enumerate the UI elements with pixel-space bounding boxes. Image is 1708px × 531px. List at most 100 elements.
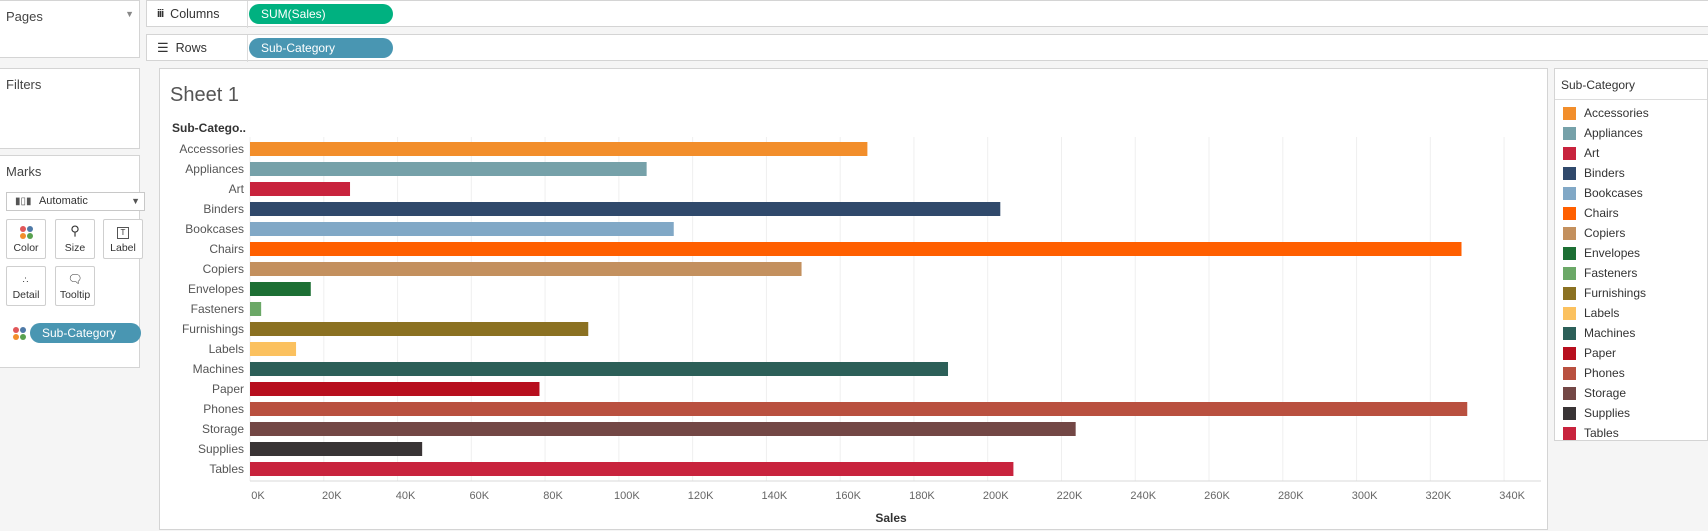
legend-swatch: [1563, 346, 1576, 360]
bar-supplies[interactable]: [250, 442, 423, 456]
legend-item-chairs[interactable]: Chairs: [1563, 205, 1619, 221]
sheet-title: Sheet 1: [170, 84, 239, 106]
legend-item-paper[interactable]: Paper: [1563, 345, 1616, 361]
legend-swatch: [1563, 286, 1576, 300]
pages-title: Pages: [6, 9, 43, 24]
columns-divider: [247, 1, 248, 28]
bar-appliances[interactable]: [250, 162, 647, 176]
color-pill-sub-category[interactable]: Sub-Category: [30, 323, 141, 343]
rows-pill-sub-category[interactable]: Sub-Category: [249, 38, 393, 58]
legend-item-binders[interactable]: Binders: [1563, 165, 1625, 181]
category-label: Storage: [202, 422, 244, 436]
x-tick-label: 120K: [688, 490, 714, 502]
detail-icon: ∴: [22, 275, 30, 285]
legend-item-bookcases[interactable]: Bookcases: [1563, 185, 1643, 201]
bar-fasteners[interactable]: [250, 302, 262, 316]
x-tick-label: 340K: [1499, 490, 1525, 502]
legend-title: Sub-Category: [1561, 78, 1636, 92]
columns-pill-sum-sales[interactable]: SUM(Sales): [249, 4, 393, 24]
legend-item-art[interactable]: Art: [1563, 145, 1599, 161]
category-label: Furnishings: [182, 322, 244, 336]
legend-item-appliances[interactable]: Appliances: [1563, 125, 1643, 141]
category-label: Machines: [193, 362, 244, 376]
size-card-label: Size: [64, 242, 86, 254]
category-label: Accessories: [179, 142, 244, 156]
x-tick-label: 320K: [1425, 490, 1451, 502]
bar-phones[interactable]: [250, 402, 1468, 416]
pages-panel: Pages ▼: [0, 0, 140, 58]
category-label: Appliances: [185, 162, 244, 176]
legend-swatch: [1563, 166, 1576, 180]
category-label: Fasteners: [191, 302, 244, 316]
tooltip-icon: 🗨: [67, 272, 83, 286]
legend-item-supplies[interactable]: Supplies: [1563, 405, 1630, 421]
bar-tables[interactable]: [250, 462, 1014, 476]
chevron-down-icon: ▼: [131, 196, 140, 206]
legend-item-tables[interactable]: Tables: [1563, 425, 1619, 441]
x-tick-label: 300K: [1352, 490, 1378, 502]
bar-accessories[interactable]: [250, 142, 868, 156]
bar-bookcases[interactable]: [250, 222, 674, 236]
bar-chart: Accessories Appliances Art Binders Bookcases…: [172, 121, 1541, 525]
bar-furnishings[interactable]: [250, 322, 589, 336]
bar-labels[interactable]: [250, 342, 297, 356]
size-card[interactable]: ⚲ Size: [55, 219, 95, 259]
legend-item-labels[interactable]: Labels: [1563, 305, 1619, 321]
label-card[interactable]: T Label: [103, 219, 143, 259]
rows-label: ☰ Rows: [157, 40, 207, 56]
rows-icon: ☰: [157, 40, 169, 55]
x-tick-label: 160K: [835, 490, 861, 502]
legend-item-machines[interactable]: Machines: [1563, 325, 1635, 341]
mark-type-dropdown[interactable]: ▮▯▮ Automatic ▼: [6, 192, 145, 211]
filters-title: Filters: [6, 77, 42, 92]
legend-item-storage[interactable]: Storage: [1563, 385, 1626, 401]
x-tick-label: 0K: [251, 490, 265, 502]
legend-item-fasteners[interactable]: Fasteners: [1563, 265, 1637, 281]
chart-x-tick-labels: 0K 20K 40K 60K 80K 100K 120K 140K 160K 180K 200K 22…: [251, 490, 1525, 502]
legend-label: Art: [1584, 146, 1600, 160]
legend-item-accessories[interactable]: Accessories: [1563, 105, 1649, 121]
legend-label: Machines: [1584, 326, 1636, 340]
bar-paper[interactable]: [250, 382, 540, 396]
chevron-down-icon[interactable]: ▼: [125, 9, 134, 19]
legend-item-phones[interactable]: Phones: [1563, 365, 1625, 381]
legend-label: Phones: [1584, 366, 1625, 380]
legend-label: Copiers: [1584, 226, 1626, 240]
x-tick-label: 180K: [909, 490, 935, 502]
detail-card[interactable]: ∴ Detail: [6, 266, 46, 306]
color-card[interactable]: Color: [6, 219, 46, 259]
legend-swatch: [1563, 386, 1576, 400]
bar-envelopes[interactable]: [250, 282, 311, 296]
legend-swatch: [1563, 106, 1576, 120]
legend-item-envelopes[interactable]: Envelopes: [1563, 245, 1640, 261]
bar-chairs[interactable]: [250, 242, 1462, 256]
bar-copiers[interactable]: [250, 262, 802, 276]
sheet-panel: Sheet 1 Accessories Appliances Art Binders B…: [159, 68, 1548, 530]
legend-item-copiers[interactable]: Copiers: [1563, 225, 1625, 241]
x-tick-label: 260K: [1204, 490, 1230, 502]
tooltip-card[interactable]: 🗨 Tooltip: [55, 266, 95, 306]
rows-shelf[interactable]: ☰ Rows Sub-Category: [146, 34, 1708, 62]
legend-label: Envelopes: [1584, 246, 1641, 260]
bar-storage[interactable]: [250, 422, 1076, 436]
columns-shelf[interactable]: iii Columns SUM(Sales): [146, 0, 1708, 28]
x-tick-label: 240K: [1130, 490, 1156, 502]
x-tick-label: 220K: [1057, 490, 1083, 502]
legend-swatch: [1563, 426, 1576, 440]
rows-divider: [247, 35, 248, 62]
label-icon: T: [117, 227, 129, 239]
legend-swatch: [1563, 246, 1576, 260]
bar-binders[interactable]: [250, 202, 1001, 216]
bar-machines[interactable]: [250, 362, 949, 376]
legend-label: Bookcases: [1584, 186, 1643, 200]
x-tick-label: 40K: [396, 490, 416, 502]
category-label: Labels: [209, 342, 244, 356]
category-label: Supplies: [198, 442, 244, 456]
x-tick-label: 280K: [1278, 490, 1304, 502]
bar-art[interactable]: [250, 182, 351, 196]
legend-item-furnishings[interactable]: Furnishings: [1563, 285, 1646, 301]
category-label: Binders: [203, 202, 244, 216]
legend-label: Paper: [1584, 346, 1617, 360]
columns-label-text: Columns: [170, 7, 220, 21]
filters-panel[interactable]: Filters: [0, 68, 140, 149]
